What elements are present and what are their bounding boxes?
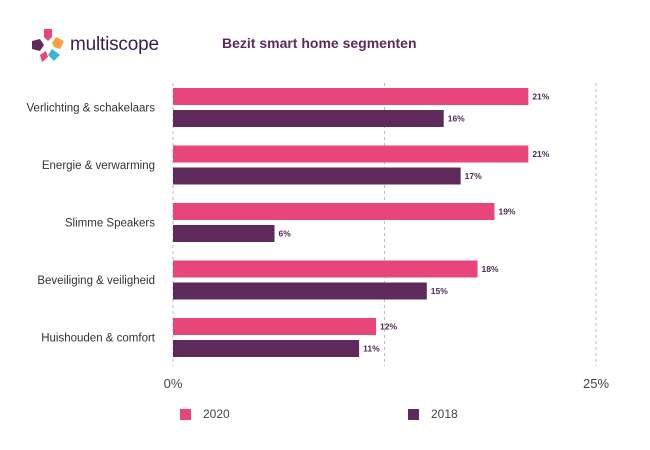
legend-label-2018: 2018 [431, 407, 458, 421]
x-tick-label: 0% [164, 376, 183, 391]
bar-2018 [173, 282, 427, 300]
data-label-2018: 16% [448, 114, 465, 124]
legend-label-2020: 2020 [203, 407, 230, 421]
bar-2018 [173, 340, 360, 357]
data-label-2020: 21% [532, 149, 549, 159]
multiscope-logo-icon [32, 29, 64, 62]
chart-title: Bezit smart home segmenten [222, 35, 417, 51]
category-label: Energie & verwarming [42, 160, 155, 172]
bar-2020 [173, 145, 529, 163]
brand-name: multiscope [70, 34, 159, 55]
data-label-2020: 18% [482, 264, 499, 274]
data-label-2018: 6% [279, 229, 292, 239]
x-tick-label: 25% [583, 376, 609, 391]
legend-item-2018: 2018 [408, 407, 458, 421]
data-label-2018: 17% [465, 171, 482, 181]
bar-2018 [173, 167, 461, 185]
brand-logo: multiscope [30, 27, 200, 63]
bar-2018 [173, 110, 444, 127]
category-label: Slimme Speakers [65, 218, 155, 230]
bar-2020 [173, 318, 377, 335]
bar-2018 [173, 225, 275, 242]
bar-2020 [173, 88, 529, 105]
category-label: Beveiliging & veiligheid [37, 275, 155, 287]
legend-swatch-2018 [408, 408, 419, 420]
data-label-2020: 21% [532, 92, 549, 102]
data-label-2020: 12% [380, 322, 397, 332]
legend-item-2020: 2020 [180, 407, 230, 421]
data-label-2018: 15% [431, 286, 448, 296]
data-label-2020: 19% [498, 207, 515, 217]
category-label: Huishouden & comfort [41, 333, 156, 345]
category-label: Verlichting & schakelaars [27, 103, 156, 115]
legend-swatch-2020 [180, 408, 191, 420]
bar-2020 [173, 203, 495, 220]
bar-2020 [173, 260, 478, 278]
data-label-2018: 11% [363, 344, 380, 354]
